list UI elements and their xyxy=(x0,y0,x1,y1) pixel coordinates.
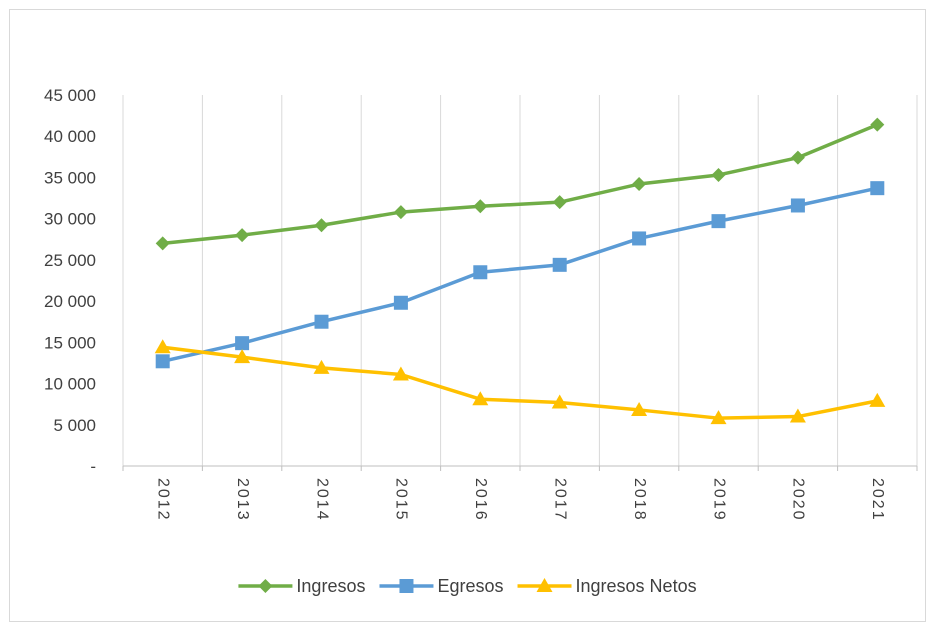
x-tick-label: 2017 xyxy=(551,478,568,522)
x-tick-label: 2014 xyxy=(313,478,330,522)
legend-marker-egresos xyxy=(399,579,414,593)
legend-marker-ingresos-netos xyxy=(536,578,553,592)
x-tick-label: 2015 xyxy=(393,478,410,522)
data-point-ingresos-netos xyxy=(869,392,886,407)
y-tick-label: 35 000 xyxy=(44,168,96,187)
data-point-ingresos-netos xyxy=(392,366,409,381)
x-tick-label: 2018 xyxy=(631,478,648,522)
series-egresos xyxy=(155,181,885,369)
data-point-ingresos xyxy=(632,177,647,192)
data-point-ingresos-netos xyxy=(789,408,806,423)
data-point-egresos xyxy=(552,257,567,272)
legend: Ingresos Egresos Ingresos Netos xyxy=(238,576,697,596)
data-point-ingresos xyxy=(552,195,567,210)
x-tick-label: 2016 xyxy=(472,478,489,522)
data-point-egresos xyxy=(155,354,170,369)
grid-lines xyxy=(122,95,918,466)
legend-item-ingresos-netos: Ingresos Netos xyxy=(517,576,697,596)
legend-marker-ingresos xyxy=(258,579,273,593)
legend-label: Egresos xyxy=(437,576,503,596)
y-tick-label: 45 000 xyxy=(44,86,96,105)
series-line-egresos xyxy=(162,186,878,364)
series-ingresos xyxy=(155,117,885,251)
data-point-egresos xyxy=(473,265,488,280)
data-point-ingresos xyxy=(790,150,805,165)
y-tick-label: 20 000 xyxy=(44,292,96,311)
data-point-ingresos xyxy=(314,218,329,233)
data-point-egresos xyxy=(314,314,329,329)
x-tick-label: 2021 xyxy=(869,478,886,522)
data-point-ingresos xyxy=(711,167,726,182)
data-point-ingresos-netos xyxy=(234,349,251,364)
data-point-ingresos-netos xyxy=(631,401,648,416)
data-point-egresos xyxy=(235,336,250,351)
series-ingresos-netos xyxy=(154,339,886,425)
data-point-egresos xyxy=(632,231,647,246)
data-point-egresos xyxy=(393,295,408,310)
series-line-ingresos xyxy=(162,123,878,246)
data-point-egresos xyxy=(711,214,726,229)
y-tick-label: 5 000 xyxy=(53,416,96,435)
data-point-ingresos-netos xyxy=(710,410,727,425)
y-tick-label: 30 000 xyxy=(44,210,96,229)
chart-frame xyxy=(9,9,926,622)
data-point-ingresos xyxy=(393,205,408,220)
series-line-ingresos-netos xyxy=(162,345,878,420)
x-tick-label: 2013 xyxy=(234,478,251,522)
x-tick-label: 2012 xyxy=(154,478,171,522)
y-tick-label: 15 000 xyxy=(44,333,96,352)
series-lines xyxy=(154,117,886,425)
data-point-ingresos-netos xyxy=(472,391,489,406)
y-tick-label: 25 000 xyxy=(44,251,96,270)
data-point-ingresos-netos xyxy=(313,359,330,374)
legend-item-ingresos: Ingresos xyxy=(238,576,365,596)
y-tick-label: 10 000 xyxy=(44,375,96,394)
legend-item-egresos: Egresos xyxy=(379,576,504,596)
data-point-ingresos xyxy=(870,117,885,132)
data-point-egresos xyxy=(790,198,805,213)
y-tick-label: - xyxy=(90,457,96,476)
data-point-ingresos-netos xyxy=(551,394,568,409)
x-tick-label: 2019 xyxy=(710,478,727,522)
legend-label: Ingresos xyxy=(296,576,365,596)
data-point-ingresos-netos xyxy=(154,339,171,354)
axes: - 5 000 10 000 15 000 20 000 25 000 30 000 35 0… xyxy=(44,86,918,522)
legend-label: Ingresos Netos xyxy=(576,576,697,596)
data-point-ingresos xyxy=(473,199,488,214)
x-tick-label: 2020 xyxy=(790,478,807,522)
data-point-ingresos xyxy=(155,236,170,251)
data-point-ingresos xyxy=(235,228,250,243)
data-point-egresos xyxy=(870,181,885,196)
y-tick-label: 40 000 xyxy=(44,127,96,146)
